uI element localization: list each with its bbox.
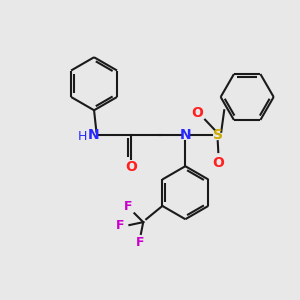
Text: O: O: [212, 156, 224, 170]
Text: S: S: [213, 128, 223, 142]
Text: F: F: [116, 219, 125, 232]
Text: H: H: [78, 130, 88, 143]
Text: O: O: [125, 160, 137, 174]
Text: N: N: [88, 128, 100, 142]
Text: F: F: [136, 236, 145, 249]
Text: F: F: [124, 200, 132, 213]
Text: O: O: [191, 106, 203, 120]
Text: N: N: [179, 128, 191, 142]
